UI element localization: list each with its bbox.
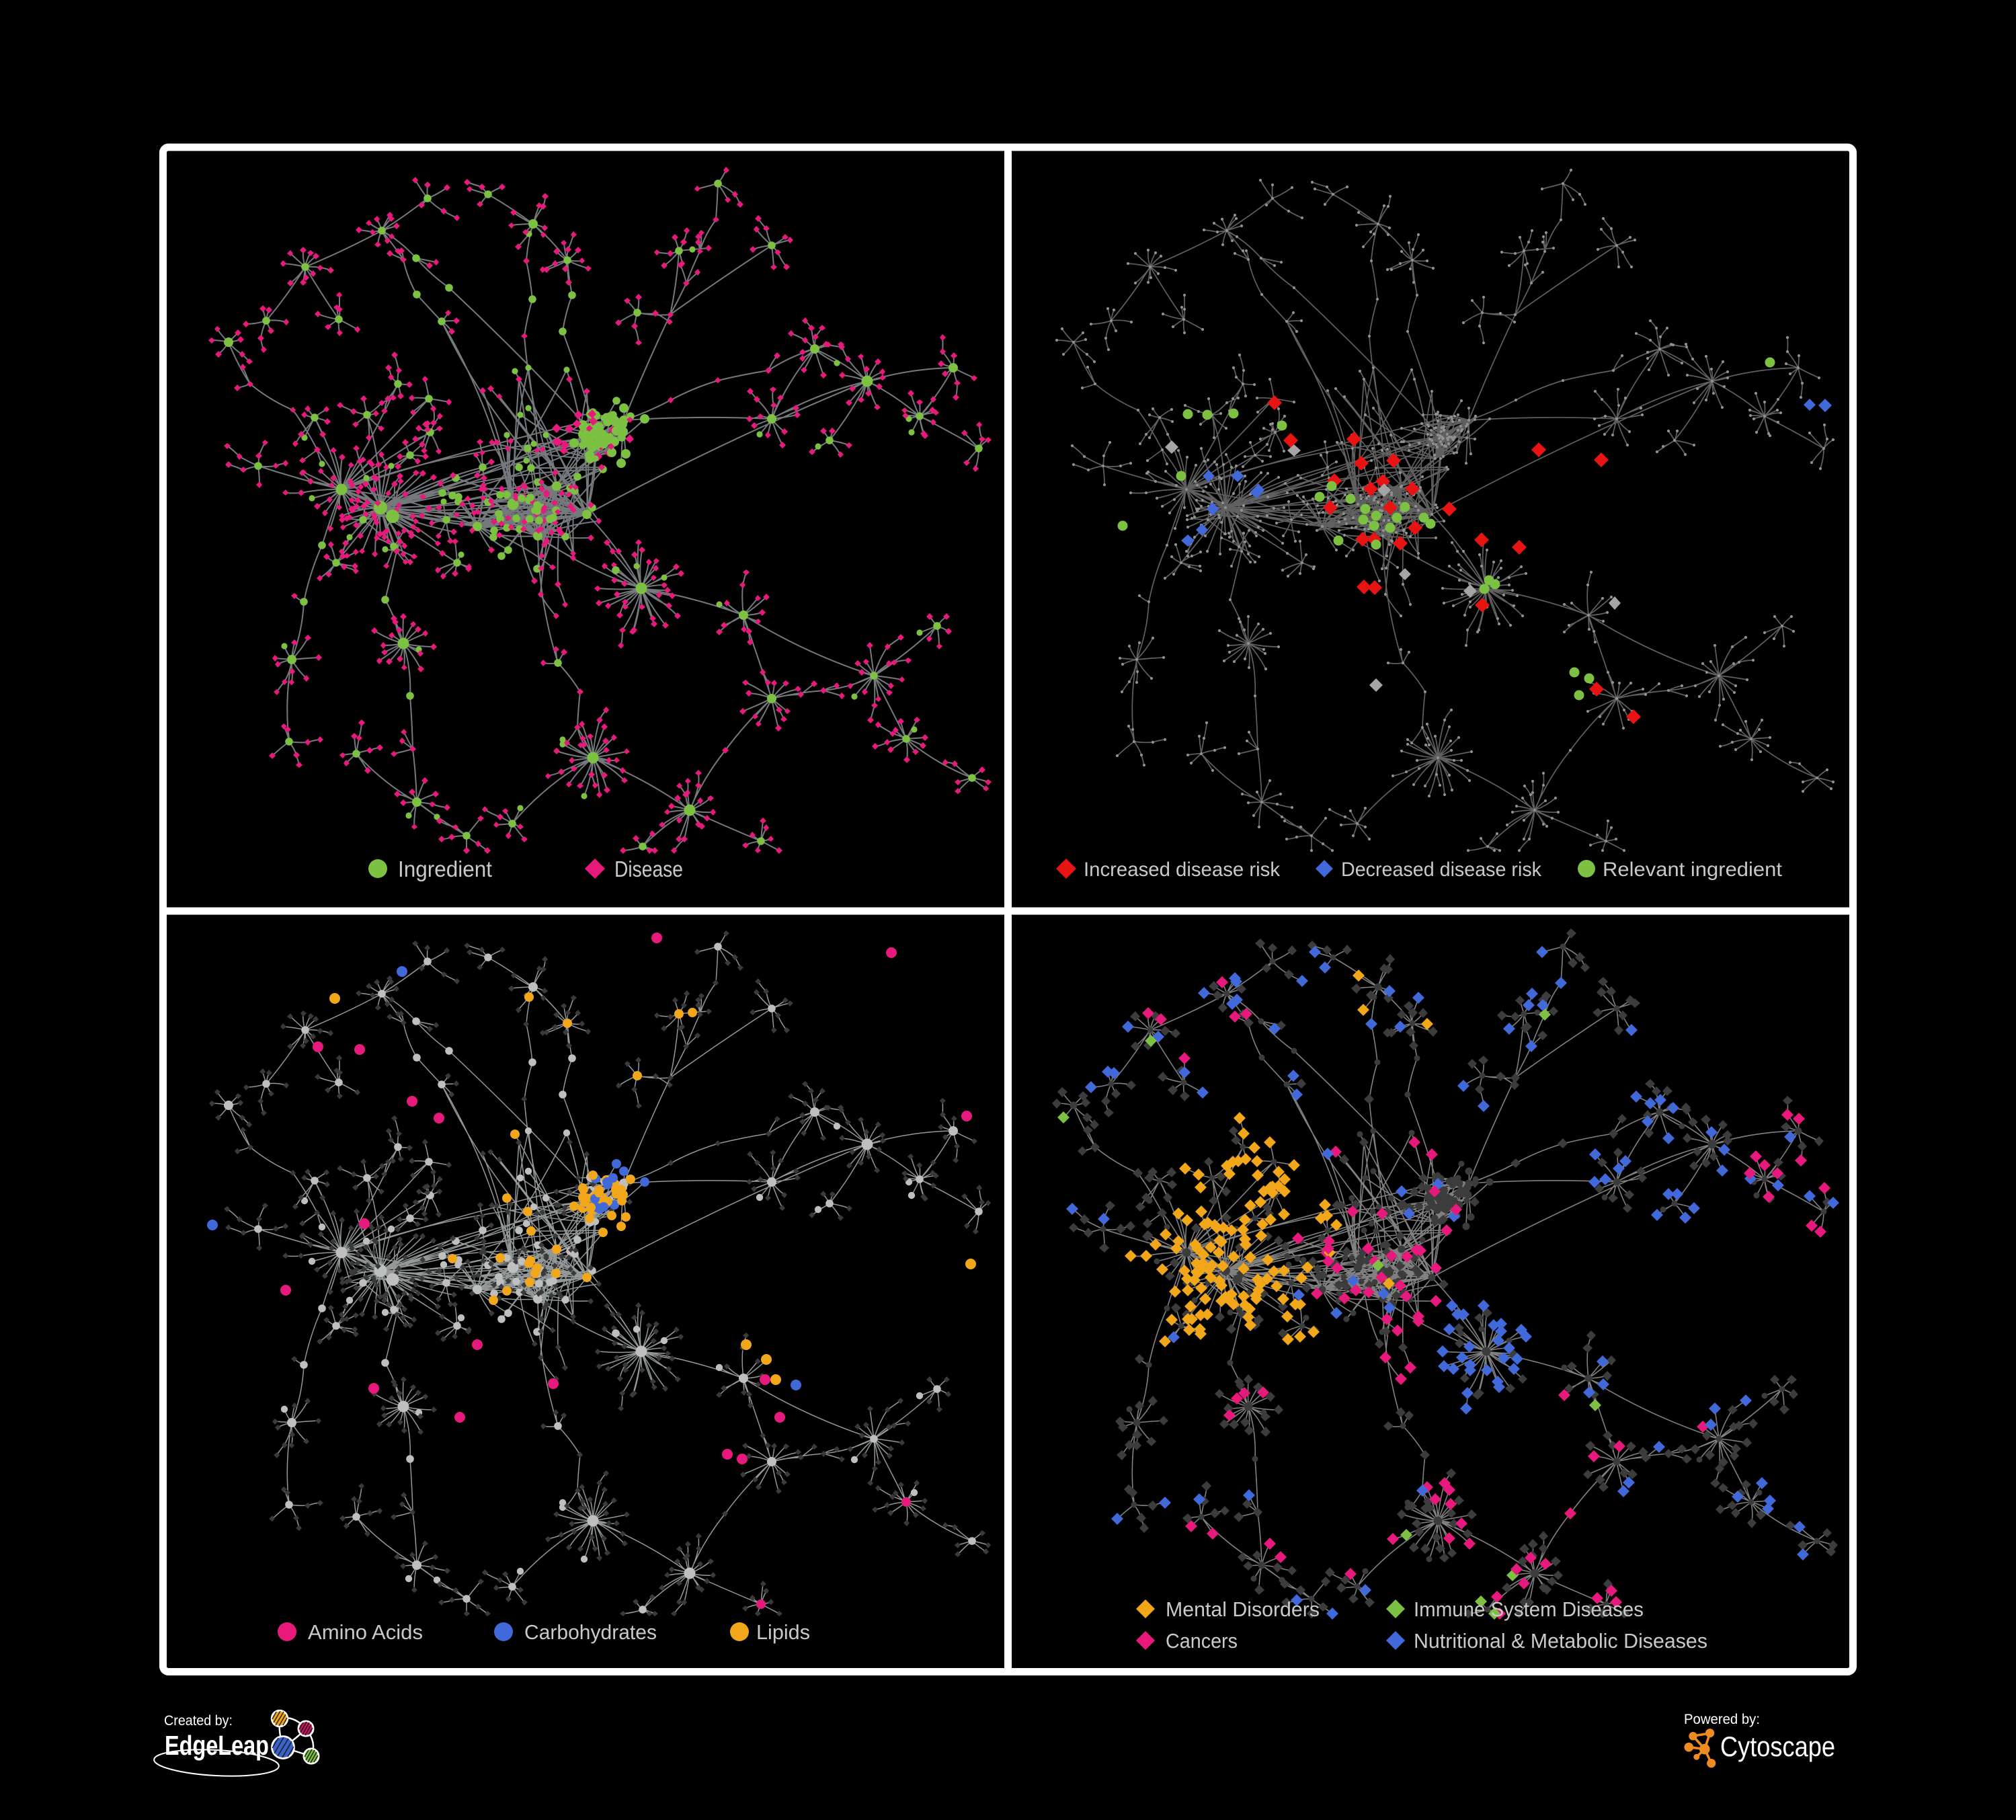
svg-text:EdgeLeap: EdgeLeap — [165, 1730, 269, 1761]
svg-text:Ingredient: Ingredient — [398, 857, 492, 881]
svg-text:Immune System Diseases: Immune System Diseases — [1414, 1597, 1644, 1621]
svg-text:Powered by:: Powered by: — [1684, 1712, 1760, 1727]
svg-text:Nutritional & Metabolic Diseas: Nutritional & Metabolic Diseases — [1414, 1629, 1707, 1653]
svg-text:Increased disease risk: Increased disease risk — [1084, 859, 1281, 881]
svg-text:Created by:: Created by: — [164, 1713, 233, 1729]
svg-text:Disease: Disease — [614, 857, 683, 881]
svg-text:Cytoscape: Cytoscape — [1720, 1731, 1835, 1762]
svg-text:Decreased disease risk: Decreased disease risk — [1341, 859, 1542, 881]
svg-text:Mental Disorders: Mental Disorders — [1166, 1597, 1320, 1621]
svg-text:Relevant ingredient: Relevant ingredient — [1603, 859, 1783, 881]
svg-text:Lipids: Lipids — [756, 1620, 810, 1644]
svg-text:Cancers: Cancers — [1166, 1629, 1238, 1653]
svg-text:Amino Acids: Amino Acids — [308, 1620, 423, 1644]
svg-text:Carbohydrates: Carbohydrates — [524, 1620, 657, 1644]
